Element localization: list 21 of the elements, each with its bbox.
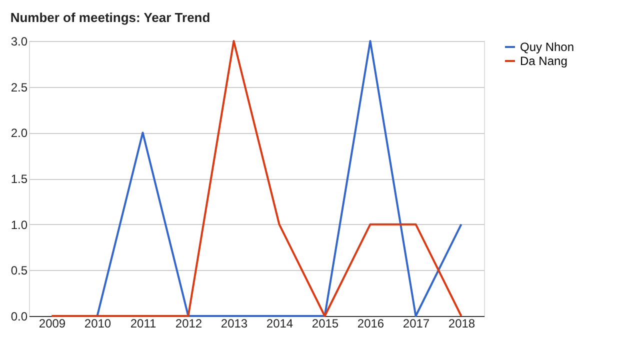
y-tick-label: 1.0 (10, 218, 28, 232)
x-tick-label: 2012 (175, 316, 202, 330)
y-tick-label: 0.5 (10, 264, 28, 278)
y-tick-label: 2.0 (10, 126, 28, 140)
legend-label: Da Nang (520, 54, 568, 68)
x-tick-label: 2014 (266, 316, 294, 330)
y-tick-label: 1.5 (10, 172, 28, 186)
x-tick-label: 2015 (312, 316, 339, 330)
x-tick-label: 2013 (220, 316, 248, 330)
x-tick-label: 2017 (402, 316, 430, 330)
x-tick-label: 2011 (130, 316, 156, 330)
legend-label: Quy Nhon (520, 40, 574, 54)
y-tick-label: 3.0 (10, 34, 28, 48)
line-series (50, 40, 462, 317)
x-tick-label: 2010 (84, 316, 112, 330)
y-tick-label: 0.0 (10, 310, 28, 324)
chart-title: Number of meetings: Year Trend (10, 10, 210, 25)
x-tick-label: 2009 (38, 316, 66, 330)
y-tick-label: 2.5 (10, 80, 28, 94)
x-tick-label: 2018 (448, 316, 476, 330)
x-tick-label: 2016 (357, 316, 384, 330)
